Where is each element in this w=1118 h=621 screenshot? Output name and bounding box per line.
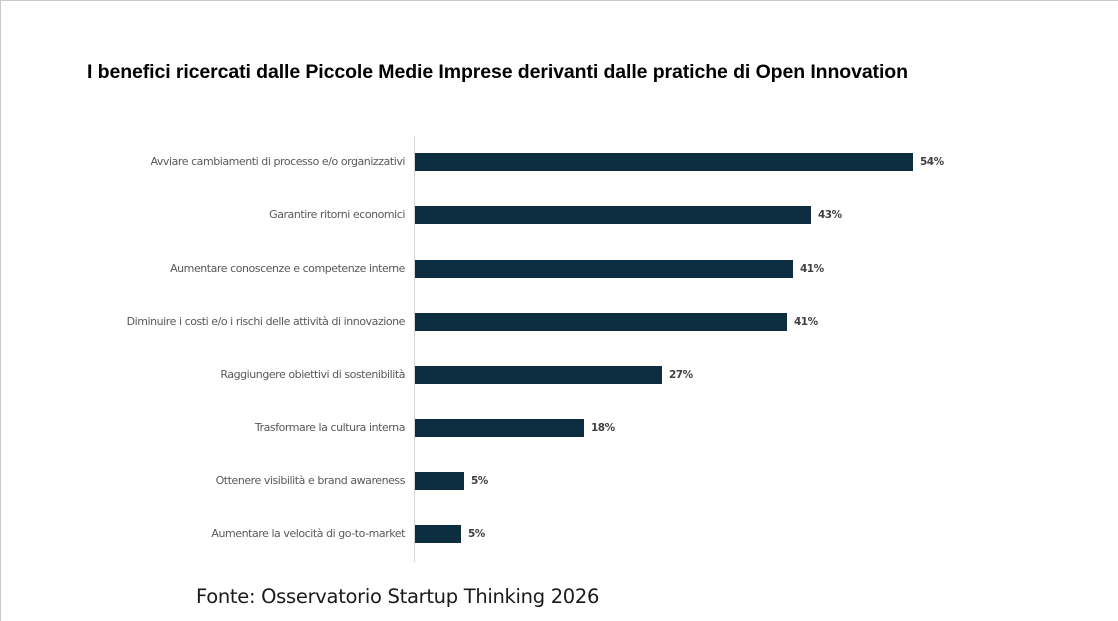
bar-row: Raggiungere obiettivi di sostenibilità 27… [0,366,1118,384]
category-label: Trasformare la cultura interna [254,421,406,434]
value-label: 5% [471,475,488,487]
bar [415,206,811,224]
value-label: 27% [669,369,693,381]
bar [415,153,913,171]
bar [415,366,662,384]
bar [415,313,787,331]
value-label: 43% [818,209,842,221]
category-label: Diminuire i costi e/o i rischi delle att… [126,315,406,328]
bar-row: Trasformare la cultura interna 18% [0,419,1118,437]
value-label: 41% [794,316,818,328]
category-axis-line [414,136,415,562]
value-label: 18% [591,422,615,434]
category-label: Garantire ritorni economici [269,208,405,221]
bar-row: Avviare cambiamenti di processo e/o orga… [0,153,1118,171]
bar-row: Diminuire i costi e/o i rischi delle att… [0,313,1118,331]
category-label: Ottenere visibilità e brand awareness [215,474,406,487]
category-label: Raggiungere obiettivi di sostenibilità [220,368,405,381]
category-label: Aumentare conoscenze e competenze intern… [170,262,405,275]
value-label: 41% [800,263,824,275]
bar-row: Aumentare conoscenze e competenze intern… [0,260,1118,278]
bar-row: Garantire ritorni economici 43% [0,206,1118,224]
bar [415,525,461,543]
bar-row: Ottenere visibilità e brand awareness 5% [0,472,1118,490]
category-label: Aumentare la velocità di go-to-market [211,527,405,540]
bar-row: Aumentare la velocità di go-to-market 5% [0,525,1118,543]
value-label: 5% [468,528,485,540]
bar [415,260,793,278]
value-label: 54% [920,156,944,168]
bar [415,419,584,437]
chart-title: I benefici ricercati dalle Piccole Medie… [87,61,908,83]
bar [415,472,464,490]
source-note: Fonte: Osservatorio Startup Thinking 202… [196,585,600,608]
category-label: Avviare cambiamenti di processo e/o orga… [150,155,405,168]
